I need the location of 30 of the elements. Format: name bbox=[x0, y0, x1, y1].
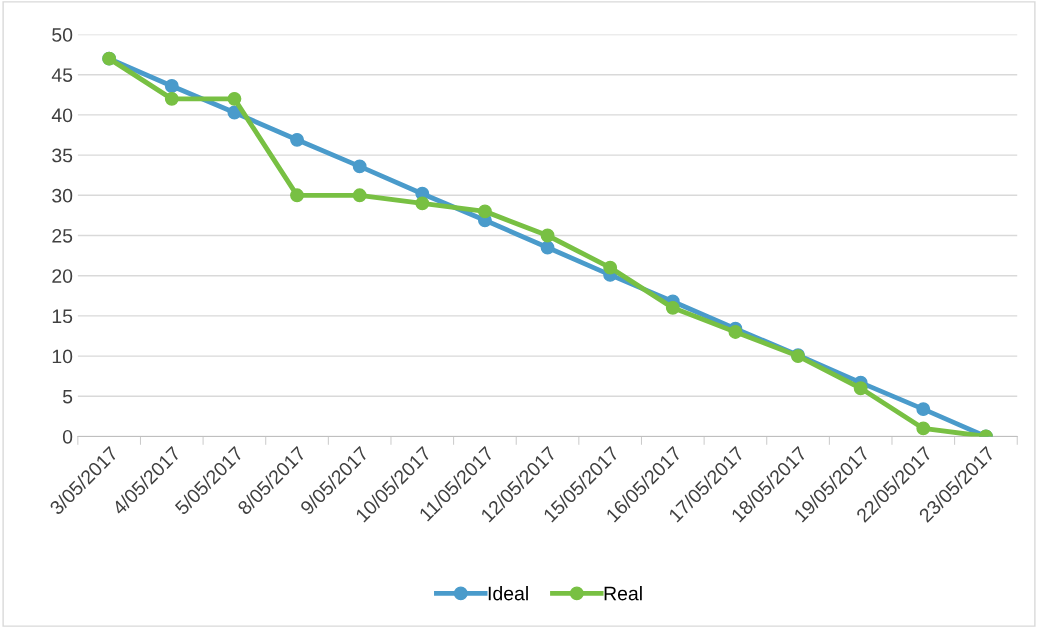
point bbox=[290, 132, 304, 147]
point bbox=[916, 402, 931, 417]
y-tick-label: 35 bbox=[52, 148, 73, 163]
point bbox=[290, 188, 304, 203]
y-tick-label: 5 bbox=[62, 389, 73, 404]
point bbox=[415, 196, 430, 211]
y-tick-label: 0 bbox=[62, 429, 73, 444]
point bbox=[540, 240, 555, 255]
point bbox=[853, 381, 868, 396]
point bbox=[352, 159, 367, 174]
y-tick-label: 50 bbox=[52, 28, 73, 42]
y-tick-label: 45 bbox=[51, 68, 73, 82]
y-tick-label: 20 bbox=[52, 269, 73, 283]
point bbox=[665, 300, 680, 315]
point bbox=[164, 79, 179, 93]
point bbox=[540, 228, 555, 243]
y-tick-label: 15 bbox=[52, 309, 73, 324]
point bbox=[352, 188, 367, 203]
point bbox=[603, 260, 618, 275]
point bbox=[728, 325, 743, 339]
point bbox=[477, 204, 492, 219]
point bbox=[164, 91, 179, 106]
point bbox=[916, 421, 931, 436]
y-tick-label: 30 bbox=[52, 188, 73, 203]
point bbox=[227, 91, 242, 106]
legend-label: Real bbox=[604, 586, 642, 601]
y-tick-label: 10 bbox=[52, 349, 73, 364]
legend-label: Ideal bbox=[488, 586, 528, 601]
y-tick-label: 40 bbox=[51, 108, 73, 123]
y-tick-label: 25 bbox=[52, 228, 73, 243]
